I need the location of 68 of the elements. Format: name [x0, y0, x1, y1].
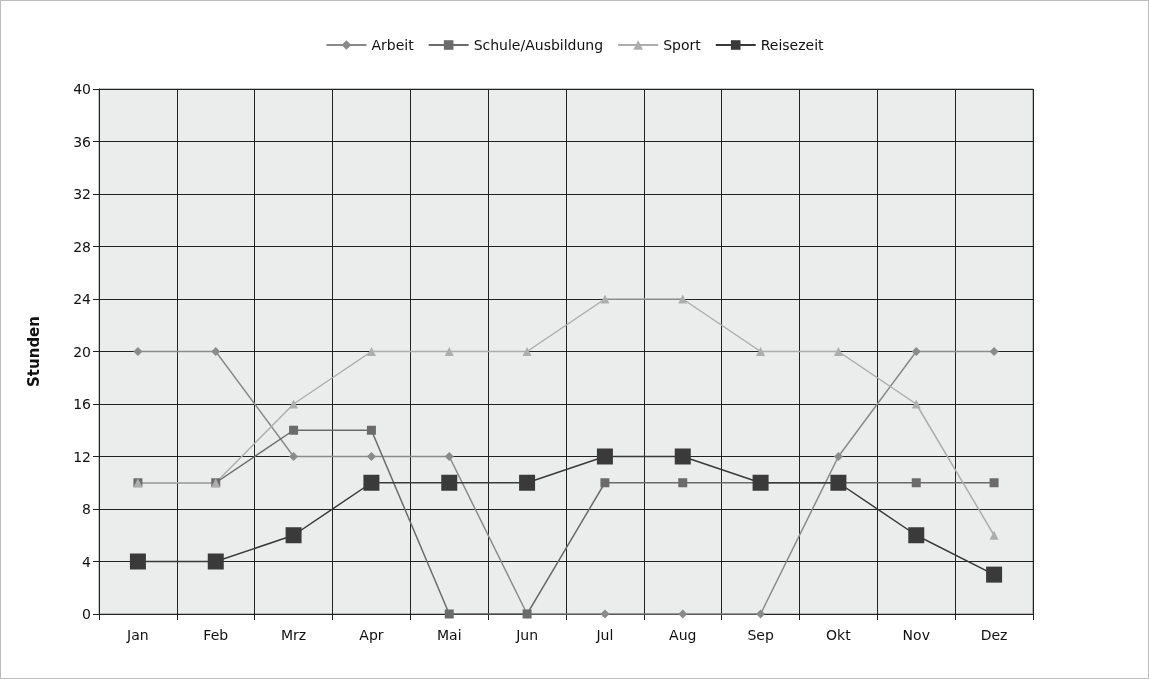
point — [911, 478, 921, 488]
point — [289, 399, 299, 409]
point — [674, 448, 691, 465]
point — [833, 347, 843, 356]
x-tick-label: Aug — [669, 627, 697, 643]
point — [285, 527, 302, 544]
point — [833, 452, 843, 461]
x-tick-label: Mrz — [280, 627, 307, 643]
y-tick-label: 28 — [73, 238, 91, 255]
point — [911, 347, 921, 356]
x-tick-label: Apr — [359, 627, 384, 643]
point — [211, 347, 221, 356]
y-tick-label: 0 — [82, 606, 91, 622]
x-tick-label: Mai — [436, 627, 462, 643]
point — [363, 474, 380, 491]
x-tick-label: Jul — [595, 627, 614, 643]
point — [756, 347, 766, 356]
point — [752, 474, 769, 491]
x-tick-label: Sep — [747, 627, 774, 643]
point — [441, 474, 458, 491]
y-tick-label: 16 — [73, 396, 92, 412]
legend-label: Schule/Ausbildung — [473, 37, 604, 53]
x-tick-label: Jan — [126, 627, 149, 643]
point — [366, 347, 376, 356]
point — [989, 530, 999, 540]
point — [830, 474, 847, 491]
y-tick-label: 36 — [73, 133, 92, 150]
point — [678, 478, 688, 488]
point — [600, 478, 610, 488]
point — [908, 527, 925, 544]
y-tick-label: 20 — [73, 343, 91, 360]
point — [289, 452, 299, 461]
x-tick-label: Dez — [980, 627, 1008, 643]
point — [678, 609, 688, 619]
point — [596, 448, 613, 465]
legend-label: Arbeit — [371, 37, 415, 53]
point — [522, 347, 532, 356]
point — [989, 347, 999, 356]
point — [133, 347, 143, 356]
point — [444, 452, 454, 461]
point — [986, 566, 1003, 583]
point — [600, 609, 610, 619]
y-tick-label: 32 — [73, 186, 91, 202]
point — [366, 425, 376, 435]
point — [519, 474, 536, 491]
point — [989, 478, 999, 488]
y-tick-label: 4 — [82, 553, 92, 570]
point — [366, 452, 376, 461]
x-tick-label: Okt — [826, 627, 852, 643]
point — [678, 294, 688, 304]
point — [289, 425, 299, 435]
legend-label: Reisezeit — [760, 37, 825, 53]
point — [444, 347, 454, 356]
point — [207, 553, 224, 570]
point — [600, 294, 610, 304]
y-tick-label: 8 — [82, 501, 91, 517]
point — [129, 553, 146, 570]
y-tick-label: 40 — [73, 81, 91, 97]
y-tick-label: 24 — [73, 291, 92, 307]
point — [444, 609, 454, 619]
point — [911, 399, 921, 409]
x-tick-label: Feb — [203, 627, 229, 643]
x-tick-label: Jun — [515, 627, 539, 643]
x-tick-label: Nov — [902, 627, 930, 643]
point — [756, 609, 766, 619]
y-axis-title: Stunden — [24, 316, 43, 387]
legend-label: Sport — [663, 37, 702, 53]
y-tick-label: 12 — [73, 448, 91, 465]
